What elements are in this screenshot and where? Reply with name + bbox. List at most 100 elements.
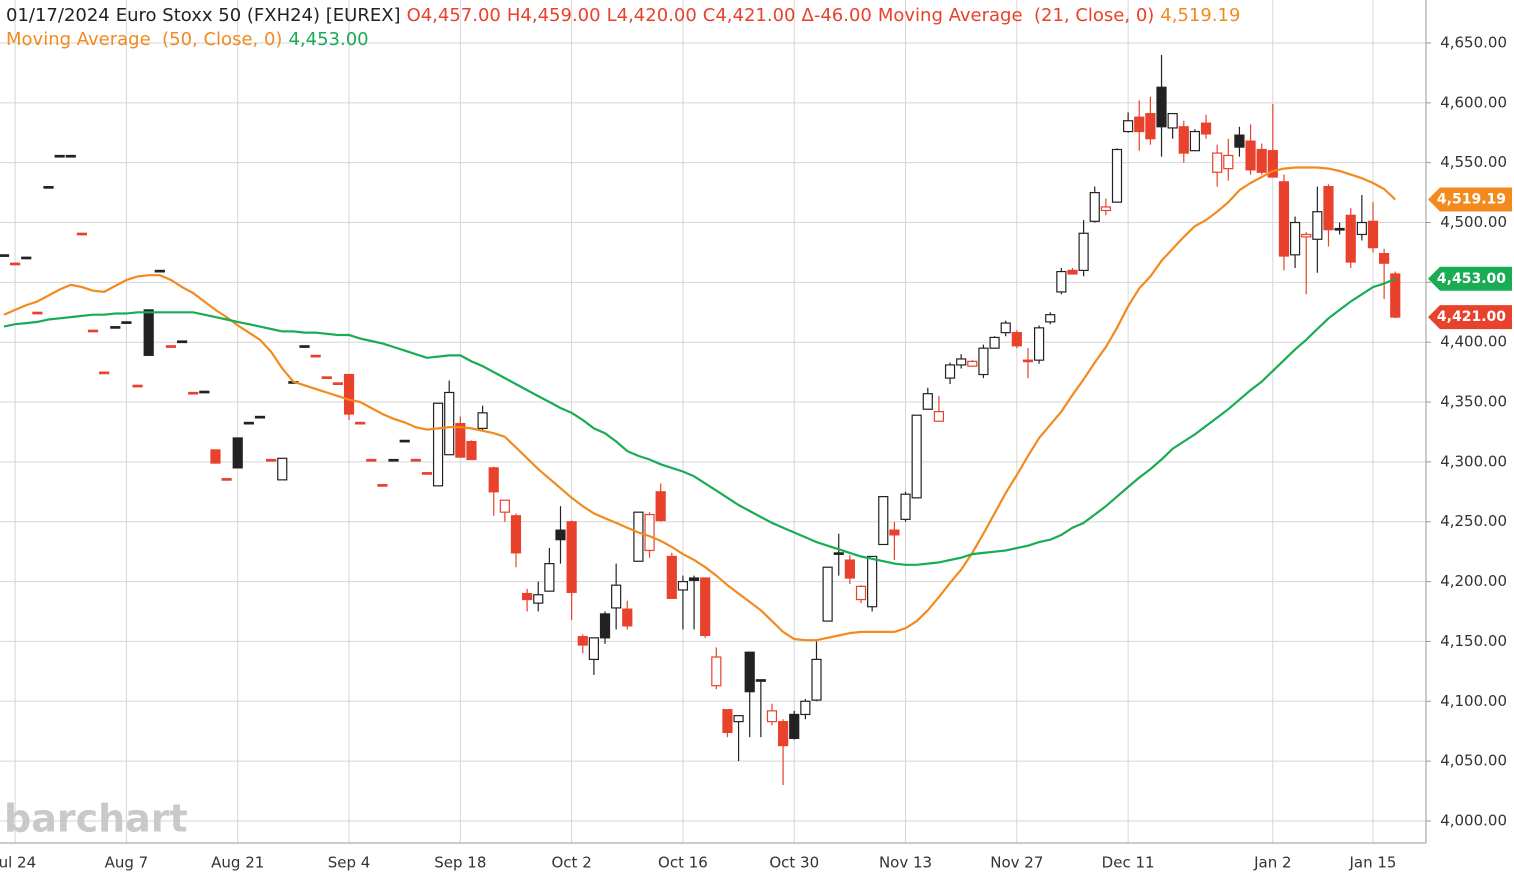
- candle-body: [655, 491, 666, 522]
- candle-body: [1033, 327, 1045, 361]
- candle-body: [1200, 122, 1212, 135]
- x-tick-label: Aug 7: [105, 854, 149, 872]
- candle-body: [900, 493, 911, 520]
- y-tick-label: 4,500.00: [1440, 213, 1507, 231]
- candle-body: [388, 458, 399, 462]
- candle-body: [54, 154, 65, 158]
- candle-body: [733, 715, 744, 723]
- candle-body: [855, 585, 867, 601]
- candle-body: [1379, 253, 1390, 264]
- candle-body: [599, 613, 611, 639]
- candle-body: [1000, 322, 1011, 334]
- low: L4,420.00: [606, 5, 697, 26]
- candle-body: [210, 449, 221, 464]
- y-tick-label: 4,050.00: [1440, 752, 1507, 770]
- candle-body: [1278, 181, 1290, 257]
- candle-body: [310, 354, 321, 358]
- candle-body: [254, 415, 266, 419]
- candle-body: [243, 421, 254, 425]
- candle-body: [121, 321, 132, 324]
- candle-body: [1011, 332, 1022, 347]
- candle-body: [1367, 220, 1379, 249]
- high: H4,459.00: [506, 5, 601, 26]
- candle-body: [1100, 206, 1111, 212]
- candle-body: [154, 269, 165, 273]
- candle-body: [1045, 314, 1056, 323]
- candle-body: [499, 499, 510, 513]
- candle-body: [844, 559, 855, 579]
- y-tick-label: 4,400.00: [1440, 333, 1507, 351]
- y-tick-label: 4,200.00: [1440, 572, 1507, 590]
- candle-body: [911, 414, 922, 499]
- candle-body: [956, 358, 967, 366]
- y-tick-label: 4,650.00: [1440, 33, 1507, 51]
- candle-body: [1245, 140, 1256, 171]
- candle-body: [922, 393, 933, 410]
- price-badge: [1428, 187, 1512, 212]
- candle-body: [1067, 269, 1078, 275]
- candle-body: [688, 577, 700, 581]
- candle-body: [1256, 148, 1267, 173]
- candle-body: [777, 721, 789, 747]
- candle-body: [1123, 120, 1134, 133]
- candle-body: [0, 254, 10, 257]
- candle-body: [1078, 232, 1089, 271]
- candle-body: [510, 515, 522, 554]
- y-tick-label: 4,600.00: [1440, 93, 1507, 111]
- candle-body: [644, 513, 655, 552]
- candle-body: [366, 458, 377, 462]
- x-tick-label: Aug 21: [211, 854, 264, 872]
- candle-body: [266, 458, 277, 462]
- candle-body: [789, 713, 800, 739]
- candle-body: [722, 709, 733, 734]
- candle-body: [466, 440, 477, 461]
- candle-body: [99, 371, 110, 375]
- candle-body: [711, 656, 722, 687]
- candle-body: [933, 411, 945, 422]
- candle-body: [21, 256, 32, 260]
- candle-body: [867, 555, 878, 608]
- moving-average-line: [3, 277, 1396, 566]
- candle-body: [1223, 154, 1234, 170]
- plot-area: [0, 0, 1426, 843]
- candle-body: [889, 529, 900, 536]
- x-tick-label: Jul 24: [0, 854, 36, 872]
- x-tick-label: Jan 2: [1253, 854, 1291, 872]
- candle-body: [1089, 191, 1100, 222]
- legend-entry: Moving Average (21, Close, 0): [877, 5, 1155, 26]
- x-tick-label: Nov 27: [990, 854, 1043, 872]
- chart-header: 01/17/2024 Euro Stoxx 50 (FXH24) [EUREX] O…: [6, 4, 1246, 52]
- candle-body: [410, 458, 421, 462]
- header-line: 01/17/2024 Euro Stoxx 50 (FXH24) [EUREX] O…: [6, 4, 1246, 28]
- x-tick-label: Jan 15: [1348, 854, 1396, 872]
- candle-body: [143, 309, 154, 356]
- candle-body: [1390, 273, 1401, 318]
- candle-body: [321, 376, 332, 380]
- candle-body: [766, 710, 778, 723]
- legend-value: 4,519.19: [1160, 5, 1241, 26]
- candle-body: [1022, 359, 1034, 363]
- candle-body: [1345, 214, 1356, 263]
- legend-entry: Moving Average (50, Close, 0): [6, 29, 283, 50]
- moving-average-line: [3, 166, 1397, 642]
- candle-body: [1167, 112, 1178, 129]
- candle-body: [833, 552, 844, 555]
- candle-body: [1289, 221, 1301, 256]
- candle-body: [666, 555, 677, 599]
- open: O4,457.00: [406, 5, 501, 26]
- candle-body: [199, 390, 210, 394]
- candle-body: [577, 636, 588, 646]
- candle-body: [522, 592, 533, 601]
- candle-body: [755, 679, 766, 682]
- x-tick-label: Sep 4: [328, 854, 371, 872]
- symbol: Euro Stoxx 50 (FXH24) [EUREX]: [115, 5, 401, 26]
- candle-body: [1267, 150, 1278, 178]
- candle-body: [488, 467, 499, 493]
- close: C4,421.00: [702, 5, 796, 26]
- candle-body: [555, 529, 566, 541]
- price-badge-label: 4,453.00: [1437, 271, 1506, 287]
- candle-body: [744, 651, 755, 693]
- candle-body: [588, 637, 599, 660]
- y-tick-label: 4,000.00: [1440, 811, 1507, 829]
